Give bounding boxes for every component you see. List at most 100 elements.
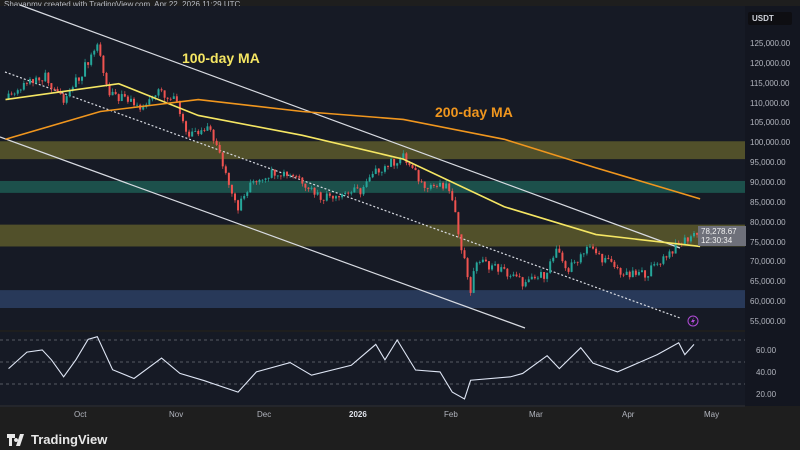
candle-body <box>393 158 396 166</box>
candle-body <box>377 168 380 173</box>
candle-body <box>47 72 50 84</box>
candle-body <box>604 257 607 263</box>
date-tick-label: Oct <box>74 410 87 419</box>
candle-body <box>38 77 41 81</box>
candle-body <box>273 169 276 176</box>
candle-body <box>341 194 344 198</box>
candle-body <box>561 252 564 262</box>
candle-body <box>206 126 209 131</box>
rsi-tick-label: 20.00 <box>756 390 777 399</box>
candle-body <box>628 271 631 278</box>
candle-body <box>359 188 362 195</box>
candle-body <box>96 44 99 51</box>
candle-body <box>497 264 500 272</box>
candle-body <box>579 254 582 263</box>
candle-body <box>435 186 438 187</box>
candle-body <box>282 171 285 177</box>
candle-body <box>671 251 674 254</box>
candle-body <box>527 279 530 283</box>
candle-body <box>117 94 120 102</box>
candle-body <box>154 95 157 98</box>
candle-body <box>665 256 668 258</box>
bar-countdown: 12:30:34 <box>701 236 733 245</box>
candle-body <box>613 261 616 268</box>
candle-body <box>331 195 334 199</box>
candle-body <box>448 183 451 192</box>
candle-body <box>610 258 613 262</box>
date-tick-label: Mar <box>529 410 543 419</box>
candle-body <box>558 248 561 253</box>
last-price: 78,278.67 <box>701 227 737 236</box>
candle-body <box>191 131 194 137</box>
candle-body <box>423 181 426 188</box>
candle-body <box>53 88 56 90</box>
candle-body <box>454 200 457 213</box>
candle-body <box>420 181 423 183</box>
candle-body <box>595 248 598 254</box>
candle-body <box>50 83 53 89</box>
price-tick-label: 85,000.00 <box>750 197 786 207</box>
candle-body <box>653 264 656 266</box>
candle-body <box>383 166 386 172</box>
candle-body <box>65 96 68 103</box>
candle-body <box>240 198 243 211</box>
candle-body <box>200 130 203 135</box>
currency-label[interactable]: USDT <box>748 12 792 25</box>
tradingview-logo[interactable]: TradingView <box>7 432 107 447</box>
candle-body <box>549 261 552 273</box>
candle-body <box>136 104 139 106</box>
candle-body <box>218 144 221 153</box>
candle-body <box>457 212 460 235</box>
candle-body <box>172 96 175 100</box>
candle-body <box>301 177 304 184</box>
candle-body <box>93 50 96 55</box>
price-axis <box>745 6 800 406</box>
candle-body <box>304 183 307 188</box>
candle-body <box>411 165 414 168</box>
candle-body <box>87 62 90 65</box>
candle-body <box>310 187 313 189</box>
candle-body <box>246 192 249 196</box>
candle-body <box>334 196 337 199</box>
candle-body <box>552 257 555 262</box>
candle-body <box>71 87 74 91</box>
candle-body <box>175 96 178 102</box>
candle-body <box>316 192 319 195</box>
candle-body <box>114 91 117 95</box>
rsi-tick-label: 60.00 <box>756 346 777 355</box>
tradingview-logo-icon <box>7 433 24 446</box>
candle-body <box>546 272 549 279</box>
candle-body <box>227 172 230 185</box>
candle-body <box>10 93 13 95</box>
date-tick-label: Nov <box>169 410 184 419</box>
price-chart[interactable] <box>0 0 800 425</box>
candle-body <box>129 98 132 102</box>
candle-body <box>194 131 197 132</box>
candle-body <box>616 267 619 269</box>
candle-body <box>81 76 83 81</box>
candle-body <box>500 267 503 272</box>
candle-body <box>442 182 445 189</box>
candle-body <box>126 96 129 102</box>
candle-body <box>677 242 680 244</box>
candle-body <box>573 261 576 263</box>
candle-body <box>35 77 38 84</box>
price-tick-label: 55,000.00 <box>750 316 786 326</box>
candle-body <box>540 272 542 278</box>
rsi-tick-label: 40.00 <box>756 368 777 377</box>
candle-body <box>32 79 35 84</box>
candle-body <box>659 263 662 265</box>
candle-body <box>77 77 80 81</box>
candle-body <box>478 262 481 263</box>
date-tick-label: Feb <box>444 410 458 419</box>
candle-body <box>203 130 206 132</box>
candle-body <box>637 272 640 275</box>
candle-body <box>249 182 252 193</box>
candle-body <box>570 262 573 272</box>
candle-body <box>224 166 227 173</box>
candle-body <box>696 233 699 235</box>
candle-body <box>255 181 258 183</box>
candle-body <box>185 121 188 132</box>
candle-body <box>481 259 484 263</box>
channel-bottom-line <box>0 136 526 329</box>
